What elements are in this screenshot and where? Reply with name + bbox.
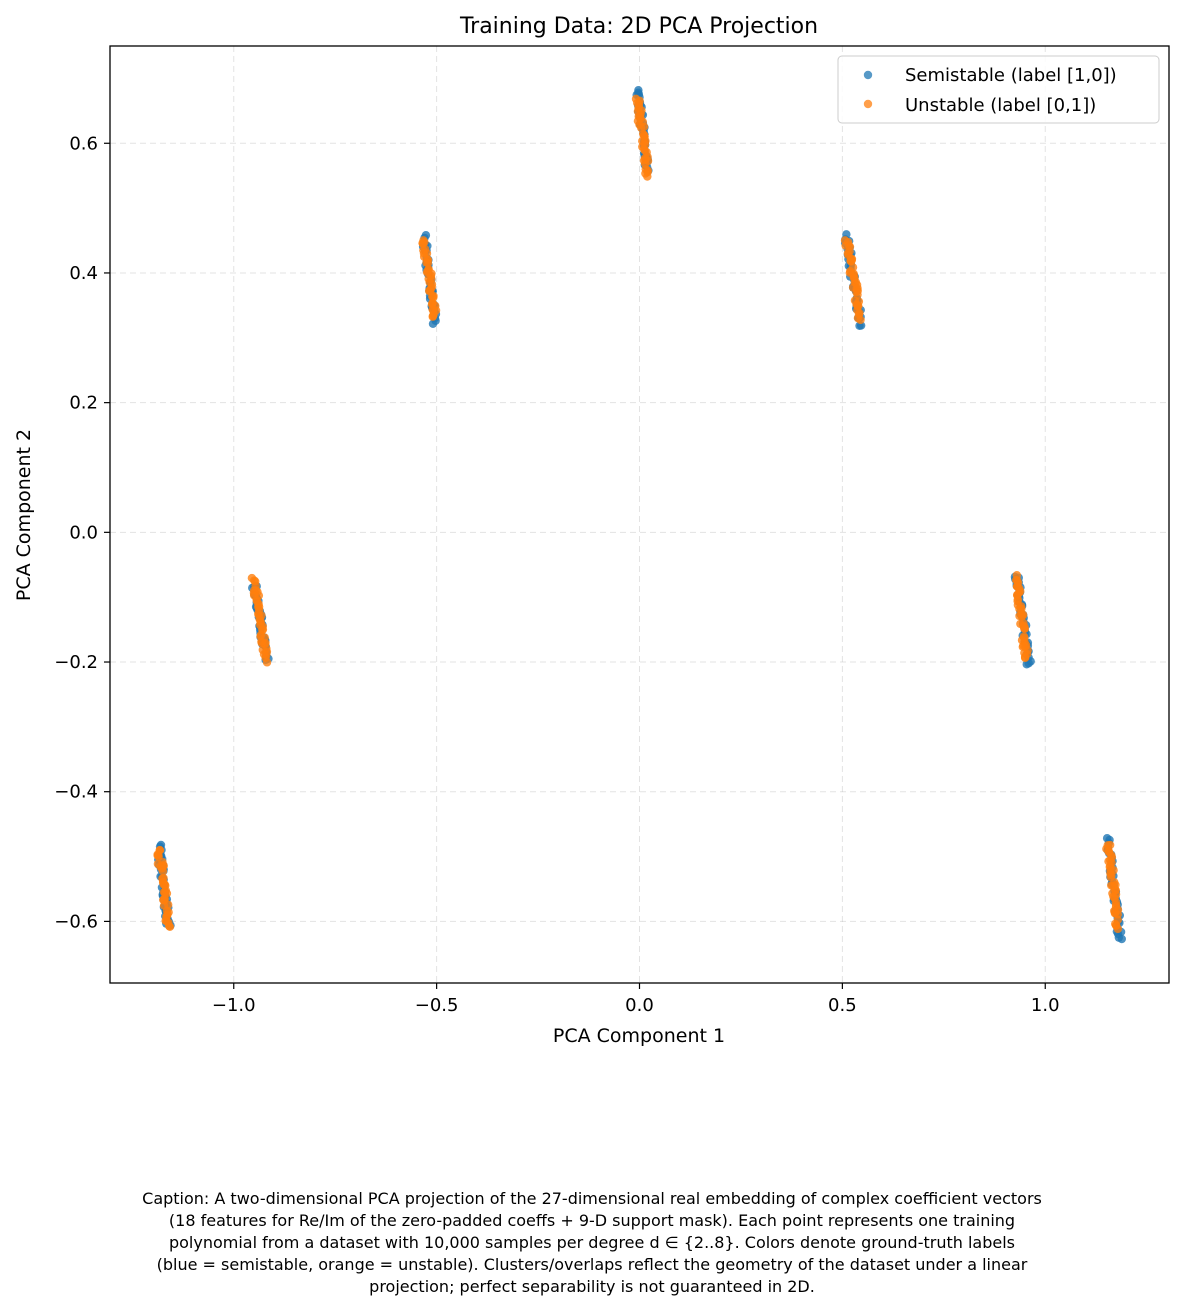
y-tick-label: 0.6 [69, 133, 98, 154]
data-point [1020, 652, 1030, 662]
data-point [428, 311, 438, 321]
chart-title: Training Data: 2D PCA Projection [459, 14, 818, 39]
series-unstable [153, 94, 1123, 934]
data-point [639, 122, 649, 131]
caption-line: (18 features for Re/Im of the zero-padde… [168, 1211, 1016, 1230]
x-tick-label: 0.0 [625, 995, 654, 1016]
legend-label-unstable: Unstable (label [0,1]) [905, 95, 1096, 116]
data-point [856, 315, 865, 325]
caption-line: (blue = semistable, orange = unstable). … [156, 1255, 1028, 1274]
y-tick-label: −0.2 [54, 652, 98, 673]
points-layer [153, 85, 1126, 944]
x-tick-label: −0.5 [415, 995, 459, 1016]
legend: Semistable (label [1,0]) Unstable (label… [837, 55, 1160, 124]
x-tick-label: −1.0 [212, 995, 256, 1016]
data-point [1020, 624, 1029, 634]
data-point [429, 291, 438, 301]
scatter-chart: Training Data: 2D PCA Projection −1.0 −0.… [13, 14, 1170, 1047]
data-point [643, 172, 652, 181]
data-point [262, 658, 272, 667]
legend-box [837, 55, 1160, 124]
caption-line: projection; perfect separability is not … [369, 1277, 815, 1296]
data-point [158, 867, 168, 876]
data-point [1117, 934, 1126, 944]
data-point [1017, 612, 1027, 621]
data-point [165, 922, 175, 932]
data-point [422, 258, 431, 267]
y-tick-label: 0.2 [69, 393, 98, 414]
y-tick-label: 0.0 [69, 522, 98, 543]
x-axis-label: PCA Component 1 [553, 1025, 725, 1047]
x-tick-label: 0.5 [828, 995, 857, 1016]
data-point [1022, 660, 1031, 669]
legend-marker-semistable [863, 70, 873, 80]
legend-label-semistable: Semistable (label [1,0]) [905, 65, 1117, 86]
ticks-layer: −1.0 −0.5 0.0 0.5 1.0 −0.6 −0.4 −0.2 0.0 0.2 0.4 0.… [54, 133, 1059, 1016]
y-tick-label: −0.6 [54, 911, 98, 932]
data-point [1113, 924, 1123, 934]
figure-caption: Caption: A two-dimensional PCA projectio… [40, 1188, 1144, 1298]
y-tick-label: 0.4 [69, 263, 98, 284]
y-axis-label: PCA Component 2 [13, 429, 35, 601]
grid-layer [110, 46, 1169, 983]
data-point [422, 249, 432, 258]
legend-marker-unstable [863, 99, 873, 109]
x-tick-label: 1.0 [1031, 995, 1060, 1016]
data-point [428, 319, 438, 329]
y-tick-label: −0.4 [54, 782, 98, 803]
series-semistable [154, 85, 1126, 944]
caption-line: polynomial from a dataset with 10,000 sa… [168, 1233, 1016, 1252]
caption-line: Caption: A two-dimensional PCA projectio… [142, 1189, 1042, 1208]
